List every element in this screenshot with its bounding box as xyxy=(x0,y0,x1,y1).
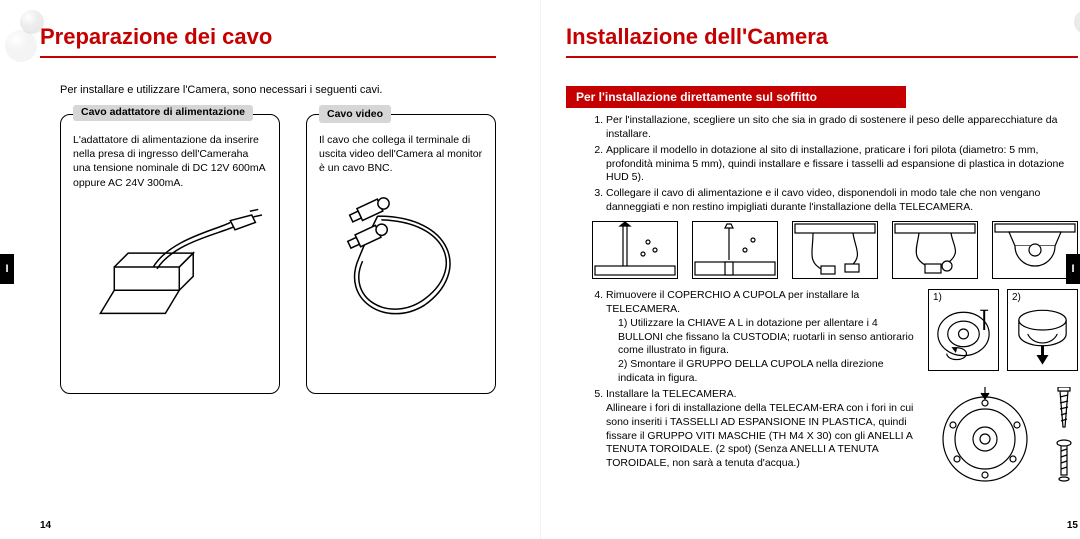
page-number-left: 14 xyxy=(40,520,51,531)
step-4: Rimuovere il COPERCHIO A CUPOLA per inst… xyxy=(606,289,920,386)
step-4a: Utilizzare la CHIAVE A L in dotazione pe… xyxy=(618,317,914,357)
figure-anchor xyxy=(692,221,778,279)
step-5-body: Allineare i fori di installazione della … xyxy=(606,402,920,471)
figure-dome xyxy=(992,221,1078,279)
step-2: Applicare il modello in dotazione al sit… xyxy=(606,144,1078,186)
corner-2: 2) xyxy=(1012,292,1021,303)
rule-left xyxy=(40,56,496,58)
illustration-bnc xyxy=(319,188,483,338)
figure-screws xyxy=(1050,381,1078,489)
intro-text: Per installare e utilizzare l'Camera, so… xyxy=(60,84,496,96)
box-power-adapter: Cavo adattatore di alimentazione L'adatt… xyxy=(60,114,280,394)
page-left: Preparazione dei cavo Per installare e u… xyxy=(0,0,526,539)
figure-step4-2: 2) xyxy=(1007,289,1078,371)
steps-4to5-text: Rimuovere il COPERCHIO A CUPOLA per inst… xyxy=(592,289,928,489)
steps-4to5-block: Rimuovere il COPERCHIO A CUPOLA per inst… xyxy=(592,289,1078,489)
figure-video-cable xyxy=(792,221,878,279)
heading-right: Installazione dell'Camera xyxy=(566,24,1078,50)
label-power: Cavo adattatore di alimentazione xyxy=(73,105,253,121)
box-video-cable: Cavo video Il cavo che collega il termin… xyxy=(306,114,496,394)
page-number-right: 15 xyxy=(1067,520,1078,531)
page-right: Installazione dell'Camera Per l'installa… xyxy=(526,0,1080,539)
subheading-ceiling: Per l'installazione direttamente sul sof… xyxy=(566,86,906,108)
illustration-adapter xyxy=(73,202,267,332)
step-5-title: Installare la TELECAMERA. xyxy=(606,388,737,400)
step-4b: Smontare il GRUPPO DELLA CUPOLA nella di… xyxy=(618,358,884,384)
text-video: Il cavo che collega il terminale di usci… xyxy=(319,133,483,176)
step-5: Installare la TELECAMERA. Allineare i fo… xyxy=(606,388,920,471)
step-3: Collegare il cavo di alimentazione e il … xyxy=(606,187,1078,215)
figure-power-cable xyxy=(892,221,978,279)
label-video: Cavo video xyxy=(319,105,391,123)
text-power: L'adattatore di alimentazione da inserir… xyxy=(73,133,267,190)
figure-step4-1: 1) xyxy=(928,289,999,371)
step-4-title: Rimuovere il COPERCHIO A CUPOLA per inst… xyxy=(606,289,859,315)
steps-1to3: Per l'installazione, scegliere un sito c… xyxy=(592,114,1078,215)
figure-base-plate xyxy=(928,381,1042,489)
step-1: Per l'installazione, scegliere un sito c… xyxy=(606,114,1078,142)
cable-boxes: Cavo adattatore di alimentazione L'adatt… xyxy=(60,114,496,394)
corner-1: 1) xyxy=(933,292,942,303)
figures-row xyxy=(592,221,1078,279)
figure-drill xyxy=(592,221,678,279)
side-figures: 1) 2) xyxy=(928,289,1078,489)
rule-right xyxy=(566,56,1078,58)
heading-left: Preparazione dei cavo xyxy=(40,24,496,50)
